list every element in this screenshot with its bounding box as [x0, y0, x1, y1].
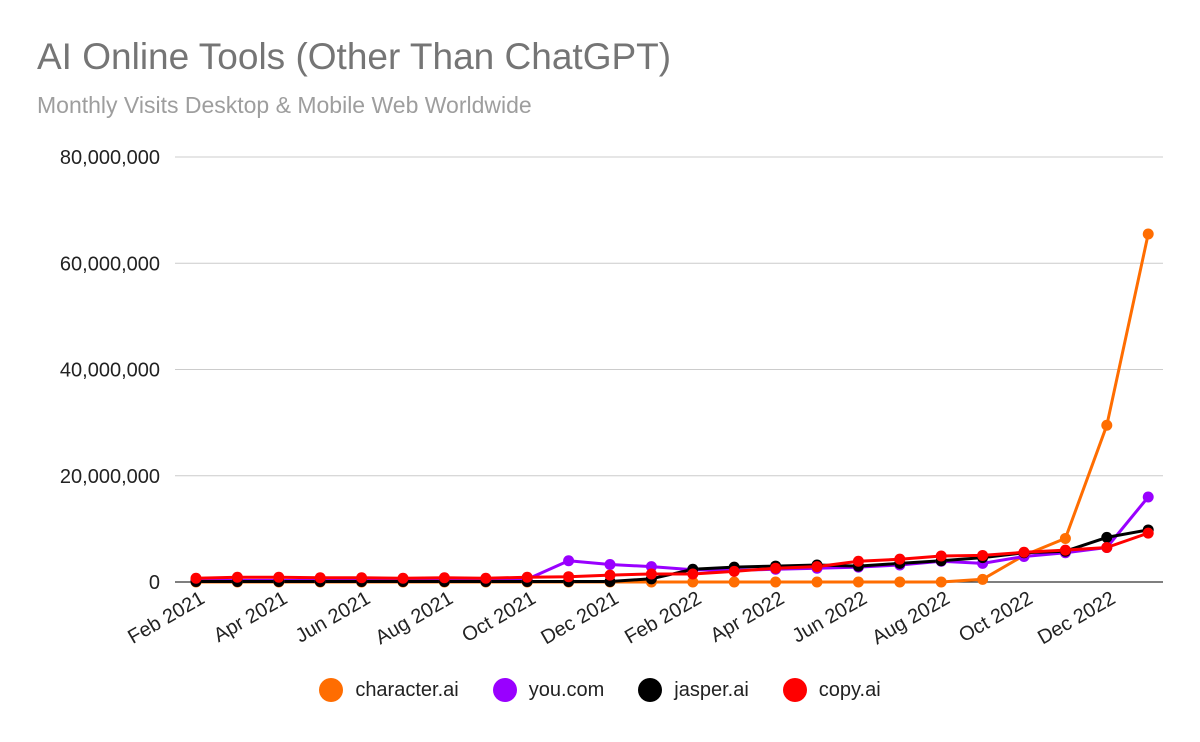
data-point — [852, 555, 864, 567]
data-point — [935, 550, 947, 562]
x-tick-label: Aug 2022 — [869, 587, 954, 649]
y-tick-label: 40,000,000 — [60, 360, 160, 382]
series-points-you-com — [190, 491, 1154, 586]
series-lines — [195, 233, 1150, 584]
data-point — [1142, 527, 1154, 539]
data-point — [894, 576, 906, 588]
data-point — [1018, 546, 1030, 558]
data-point — [770, 576, 782, 588]
data-point — [231, 571, 243, 583]
data-point — [190, 572, 202, 584]
data-point — [977, 573, 989, 585]
data-point — [480, 572, 492, 584]
legend-swatch — [492, 678, 517, 702]
data-point — [314, 572, 326, 584]
y-axis-tick-labels: 0 20,000,000 40,000,000 60,000,000 80,000,00… — [60, 147, 160, 594]
data-point — [935, 576, 947, 588]
data-point — [1142, 228, 1154, 240]
data-point — [604, 558, 616, 570]
x-tick-label: Feb 2021 — [124, 587, 208, 648]
data-point — [1142, 491, 1154, 503]
chart-title: AI Online Tools (Other Than ChatGPT) — [37, 36, 672, 77]
legend-swatch — [638, 678, 663, 702]
data-point — [1101, 531, 1113, 543]
legend: character.ai you.com jasper.ai copy.ai — [0, 678, 1200, 702]
data-point — [1059, 532, 1071, 544]
gridlines — [175, 156, 1163, 583]
data-point — [563, 555, 575, 567]
legend-label: you.com — [528, 678, 605, 701]
x-tick-label: Jun 2021 — [292, 587, 374, 647]
data-point — [1101, 419, 1113, 431]
series-points — [190, 228, 1154, 588]
legend-label: jasper.ai — [674, 678, 749, 701]
legend-label: character.ai — [355, 678, 459, 701]
x-tick-label: Apr 2022 — [707, 587, 788, 647]
x-tick-label: Dec 2022 — [1034, 587, 1119, 649]
data-point — [687, 576, 699, 588]
data-point — [273, 571, 285, 583]
data-point — [728, 576, 740, 588]
y-tick-label: 0 — [149, 572, 160, 594]
x-tick-label: Oct 2022 — [955, 587, 1036, 647]
legend-item-character-ai: character.ai — [319, 678, 459, 702]
data-point — [1101, 541, 1113, 553]
series-line-you-com — [196, 496, 1150, 582]
x-tick-label: Feb 2022 — [621, 587, 705, 648]
y-tick-label: 80,000,000 — [60, 147, 160, 169]
data-point — [604, 569, 616, 581]
data-point — [563, 571, 575, 583]
series-line-copy-ai — [195, 531, 1149, 580]
series-line-character-ai — [196, 233, 1150, 584]
chart-subtitle: Monthly Visits Desktop & Mobile Web Worl… — [37, 92, 532, 118]
legend-swatch — [782, 678, 807, 702]
x-tick-label: Jun 2022 — [789, 587, 871, 647]
data-point — [1059, 544, 1071, 556]
series-points-copy-ai — [190, 527, 1154, 584]
data-point — [728, 565, 740, 577]
legend-item-copy-ai: copy.ai — [782, 678, 881, 702]
legend-item-jasper-ai: jasper.ai — [638, 678, 749, 702]
data-point — [397, 572, 409, 584]
x-tick-label: Apr 2021 — [210, 587, 291, 647]
x-tick-label: Aug 2021 — [372, 587, 457, 649]
data-point — [811, 561, 823, 573]
data-point — [811, 576, 823, 588]
series-points-character-ai — [190, 228, 1154, 588]
data-point — [687, 568, 699, 580]
data-point — [645, 568, 657, 580]
y-tick-label: 20,000,000 — [60, 466, 160, 488]
data-point — [438, 572, 450, 584]
y-tick-label: 60,000,000 — [60, 253, 160, 275]
data-point — [356, 572, 368, 584]
data-point — [770, 562, 782, 574]
data-point — [852, 576, 864, 588]
data-point — [894, 553, 906, 565]
legend-label: copy.ai — [818, 678, 881, 701]
data-point — [977, 549, 989, 561]
x-tick-label: Dec 2021 — [537, 587, 622, 649]
legend-swatch — [319, 678, 344, 702]
x-tick-label: Oct 2021 — [458, 587, 539, 647]
data-point — [521, 571, 533, 583]
legend-item-you-com: you.com — [492, 678, 605, 702]
